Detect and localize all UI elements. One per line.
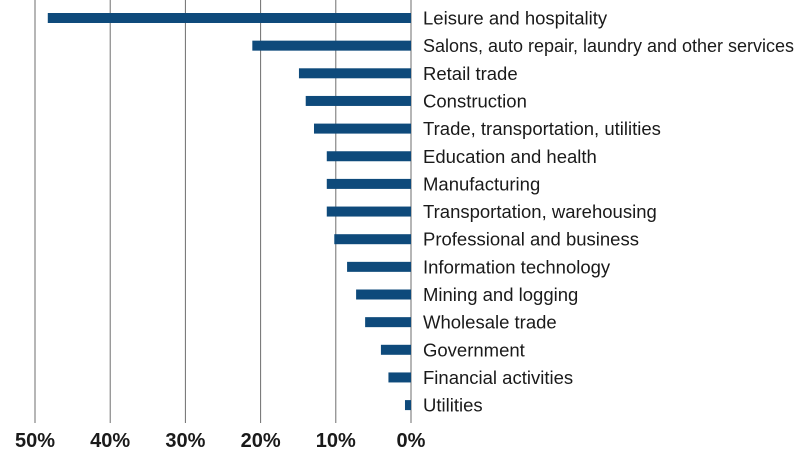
x-tick-label: 30% [165,430,205,452]
bar [380,344,411,355]
category-label: Financial activities [423,367,573,388]
category-label: Information technology [423,256,611,277]
bar [47,13,412,23]
bar [313,123,411,134]
bar [388,372,411,383]
bar [404,400,411,411]
bars [47,13,412,411]
bar [326,206,411,217]
category-labels: Leisure and hospitality Salons, auto repa… [423,8,794,416]
bar [347,261,411,272]
category-label: Leisure and hospitality [423,8,608,29]
category-label: Construction [423,90,527,111]
bar [298,68,411,79]
category-label: Mining and logging [423,284,578,305]
x-tick-label: 20% [241,430,281,452]
bar [252,40,411,51]
category-label: Professional and business [423,229,639,250]
x-tick-label: 50% [15,430,55,452]
bar [326,151,411,162]
bar [305,95,411,106]
category-label: Utilities [423,395,483,416]
category-label: Government [423,339,525,360]
category-label: Wholesale trade [423,312,557,333]
category-label: Trade, transportation, utilities [423,118,661,139]
x-tick-label: 10% [316,430,356,452]
category-label: Manufacturing [423,173,540,194]
bar [356,289,411,300]
category-label: Transportation, warehousing [423,201,657,222]
x-tick-label: 0% [397,430,426,452]
x-axis-tick-labels: 50% 40% 30% 20% 10% 0% [15,430,426,452]
bar [365,317,411,328]
category-label: Education and health [423,146,597,167]
category-label: Salons, auto repair, laundry and other s… [423,35,794,56]
category-label: Retail trade [423,63,518,84]
bar [326,178,411,189]
bar [334,234,411,245]
x-tick-label: 40% [90,430,130,452]
